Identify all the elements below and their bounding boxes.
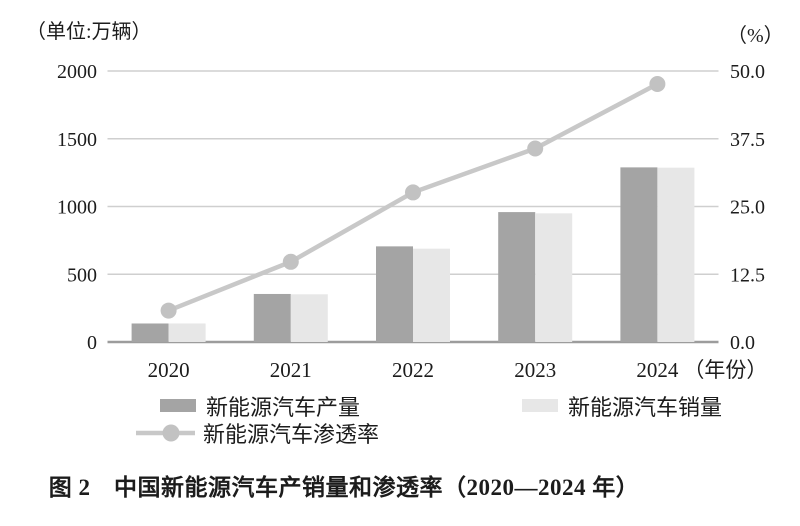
penetration-marker-2024: [649, 76, 666, 93]
chart-canvas: （单位:万辆） （%） 0 0.0 500 12.5 1000 25.0 1500 37.5 2…: [26, 20, 784, 382]
x-axis-label-2020: 2020: [148, 358, 190, 382]
right-axis-tick-label: 50.0: [730, 61, 765, 83]
legend-item-production: 新能源汽车产量: [160, 390, 360, 422]
right-axis-unit-label: （%）: [727, 24, 784, 47]
legend-label-production: 新能源汽车产量: [206, 394, 361, 420]
legend-row-2: 新能源汽车渗透率: [135, 419, 800, 447]
bar-production-2024: [620, 167, 658, 342]
bar-sales-2021: [290, 294, 328, 342]
left-axis-tick-label: 1000: [57, 197, 97, 219]
right-axis-tick-label: 12.5: [730, 264, 765, 286]
legend-label-sales: 新能源汽车销量: [568, 394, 723, 420]
bar-sales-2020: [168, 323, 206, 342]
bar-sales-2022: [413, 248, 450, 342]
legend-item-sales: 新能源汽车销量: [522, 390, 722, 422]
penetration-line-group: [160, 76, 666, 319]
figure-caption: 图 2 中国新能源汽车产销量和渗透率（2020—2024 年）: [48, 475, 640, 500]
left-axis-tick-label: 1500: [57, 129, 97, 151]
x-axis-label-2021: 2021: [270, 358, 312, 382]
axis-tick-labels-group: 0 0.0 500 12.5 1000 25.0 1500 37.5 2000 50.0: [57, 61, 765, 354]
bar-production-2022: [376, 246, 413, 342]
right-axis-tick-label: 25.0: [730, 197, 765, 219]
right-axis-tick-label: 37.5: [730, 129, 765, 151]
legend: 新能源汽车产量 新能源汽车销量 新能源汽车渗透率: [0, 390, 800, 447]
bar-production-2021: [253, 293, 291, 342]
legend-label-penetration: 新能源汽车渗透率: [203, 421, 380, 447]
x-axis-labels-group: 2020 2021 2022 2023 2024 （年份）: [148, 358, 768, 382]
bars-group: [131, 167, 695, 342]
left-axis-tick-label: 2000: [57, 61, 97, 83]
x-axis-year-suffix: （年份）: [683, 358, 767, 382]
left-axis-tick-label: 500: [67, 264, 97, 286]
left-axis-unit-label: （单位:万辆）: [26, 20, 152, 43]
x-axis-label-2022: 2022: [392, 358, 434, 382]
bar-production-2020: [131, 323, 169, 342]
x-axis-label-2024: 2024: [636, 358, 679, 382]
bar-sales-2023: [535, 213, 573, 342]
x-axis-label-2023: 2023: [514, 358, 556, 382]
penetration-marker-2021: [282, 253, 299, 270]
bar-sales-2024: [657, 167, 695, 342]
penetration-line-swatch-icon: [136, 424, 195, 441]
legend-row-1: 新能源汽车产量 新能源汽车销量: [160, 390, 800, 422]
right-axis-tick-label: 0.0: [730, 332, 755, 354]
penetration-marker-2020: [160, 302, 177, 319]
penetration-marker-2022: [405, 184, 421, 201]
bar-production-2023: [498, 212, 536, 342]
sales-swatch-icon: [522, 399, 559, 412]
penetration-marker-2023: [527, 140, 544, 157]
left-axis-tick-label: 0: [87, 332, 97, 354]
production-swatch-icon: [160, 399, 196, 412]
